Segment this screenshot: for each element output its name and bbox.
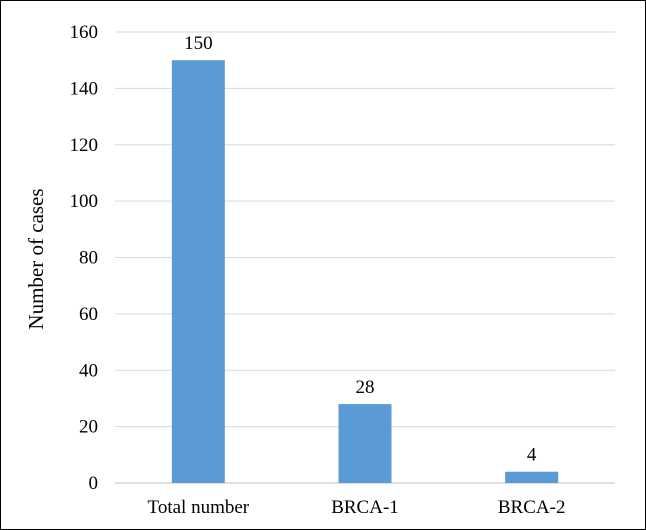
- bar: [171, 60, 225, 483]
- x-category-label: Total number: [148, 497, 250, 518]
- y-tick-label: 0: [89, 473, 99, 494]
- y-tick-label: 60: [79, 304, 98, 325]
- x-category-label: BRCA-1: [331, 497, 399, 518]
- y-tick-label: 140: [70, 78, 99, 99]
- y-tick-label: 20: [79, 417, 98, 438]
- bars: [171, 60, 559, 483]
- bar: [505, 471, 559, 483]
- data-label: 4: [527, 445, 537, 466]
- data-label: 150: [184, 33, 213, 54]
- x-category-label: BRCA-2: [498, 497, 566, 518]
- y-tick-label: 80: [79, 248, 98, 269]
- data-labels: 150 28 4: [184, 33, 537, 466]
- y-tick-label: 40: [79, 360, 98, 381]
- bar: [338, 404, 392, 483]
- y-axis-ticks: 0 20 40 60 80 100 120 140 160: [70, 22, 99, 494]
- y-axis-title: Number of cases: [24, 188, 48, 329]
- y-tick-label: 160: [70, 22, 99, 43]
- data-label: 28: [356, 377, 375, 398]
- x-axis-categories: Total number BRCA-1 BRCA-2: [148, 497, 566, 518]
- y-tick-label: 100: [70, 191, 99, 212]
- y-tick-label: 120: [70, 135, 99, 156]
